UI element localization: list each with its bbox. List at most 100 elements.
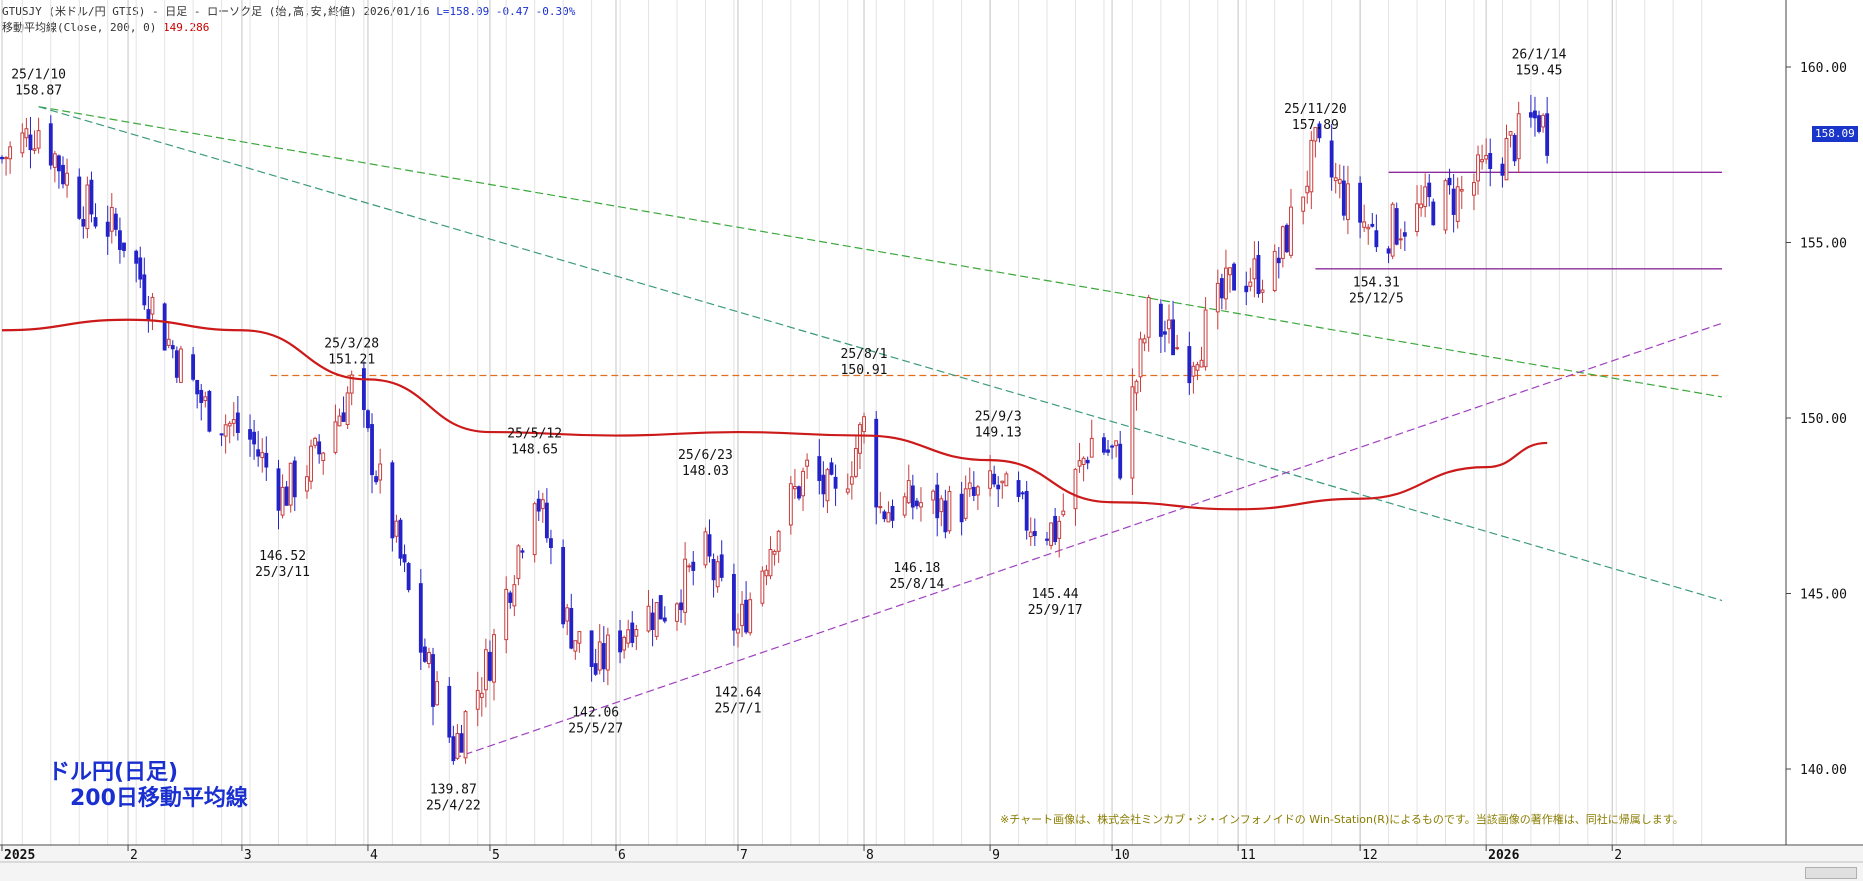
candle-body (1215, 282, 1220, 313)
candle-body (398, 519, 403, 559)
annotation-date: 25/3/28 (324, 337, 379, 352)
candle-body (374, 476, 379, 483)
annotation-value: 158.87 (15, 84, 62, 99)
candle-body (1228, 267, 1232, 276)
candle-body (1431, 201, 1436, 226)
candle-body (605, 634, 610, 671)
candle-body (1232, 263, 1236, 291)
candle-body (1110, 445, 1114, 448)
header-symbol-text: GTUSJY (米ドル/円 GTIS) - 日足 - ローソク足 (始,高,安,… (2, 5, 437, 18)
candle-body (910, 485, 915, 508)
candle-body (1102, 437, 1106, 453)
candle-body (24, 128, 29, 139)
candle-body (1203, 309, 1208, 368)
candle-body (1508, 131, 1513, 136)
annotation-value: 139.87 (430, 783, 477, 798)
candle-body (654, 602, 659, 637)
candle-body (1272, 250, 1277, 292)
candle-body (1476, 154, 1480, 182)
annotation-date: 25/11/20 (1284, 102, 1347, 117)
candle-body (768, 548, 773, 577)
candle-body (760, 570, 765, 604)
candle-body (520, 550, 525, 553)
candle-body (764, 569, 769, 577)
candle-body (886, 512, 891, 523)
annotation-value: 145.44 (1032, 587, 1079, 602)
candle-body (4, 157, 8, 160)
candle-body (1305, 185, 1310, 194)
candle-body (483, 649, 488, 691)
candle-body (618, 630, 622, 653)
candle-body (975, 486, 980, 496)
candle-body (447, 685, 452, 738)
candle-body (589, 630, 594, 667)
candle-body (801, 470, 805, 497)
candle-body (1423, 186, 1428, 207)
candle-body (1480, 159, 1485, 163)
candle-body (874, 418, 879, 508)
candle-body (378, 463, 383, 481)
candle-body (536, 498, 541, 512)
candle-body (687, 565, 692, 568)
candle-body (142, 274, 147, 306)
candle-body (675, 603, 679, 622)
candle-body (601, 643, 606, 670)
candle-body (1260, 289, 1265, 293)
horizontal-scrollbar[interactable] (1805, 867, 1857, 879)
candle-body (1073, 468, 1078, 510)
candle-body (1085, 459, 1090, 464)
candle-body (963, 488, 968, 519)
candle-body (845, 488, 850, 493)
candle-body (544, 502, 549, 539)
candle-body (455, 733, 460, 759)
candle-body (280, 486, 285, 516)
candle-body (1191, 365, 1196, 377)
candle-body (134, 250, 139, 264)
candle-body (89, 179, 94, 215)
annotation-value: 146.52 (259, 549, 306, 564)
candle-body (634, 629, 639, 637)
candle-body (683, 558, 688, 613)
candle-body (333, 421, 338, 453)
candle-body (36, 130, 41, 149)
candle-body (707, 534, 712, 557)
candle-body (711, 559, 716, 581)
annotation-date: 25/8/1 (841, 347, 888, 362)
candle-body (337, 415, 342, 427)
candle-body (113, 213, 118, 230)
candle-body (463, 711, 468, 759)
candle-body (914, 500, 919, 507)
candle-body (1370, 223, 1375, 227)
candle-body (1276, 257, 1281, 264)
annotation-value: 142.06 (572, 706, 619, 721)
x-tick-label: 2 (130, 848, 138, 863)
annotation-value: 154.31 (1353, 276, 1400, 291)
x-tick-label: 9 (992, 848, 1000, 863)
candle-body (833, 476, 838, 489)
candle-body (117, 230, 122, 250)
candle-body (28, 134, 33, 151)
candle-body (1248, 281, 1253, 287)
candle-body (540, 499, 545, 510)
candle-body (402, 554, 407, 563)
candle-body (1345, 183, 1350, 220)
candle-body (260, 452, 265, 459)
candle-body (81, 218, 86, 227)
candle-body (146, 309, 151, 320)
candle-body (207, 390, 212, 432)
annotation-date: 25/1/10 (11, 68, 66, 83)
annotation-date: 26/1/14 (1512, 47, 1567, 62)
candle-body (715, 561, 720, 588)
candle-body (223, 424, 228, 437)
annotation-value: 149.13 (975, 426, 1022, 441)
chart-title-line1: ドル円(日足) (48, 760, 179, 785)
candle-body (858, 424, 862, 454)
candle-body (1512, 135, 1517, 162)
candle-body (1049, 522, 1054, 546)
candle-body (829, 462, 834, 475)
candle-body (231, 419, 236, 424)
candle-body (1541, 114, 1546, 128)
annotation-date: 25/9/3 (975, 410, 1022, 425)
candle-body (451, 736, 456, 762)
